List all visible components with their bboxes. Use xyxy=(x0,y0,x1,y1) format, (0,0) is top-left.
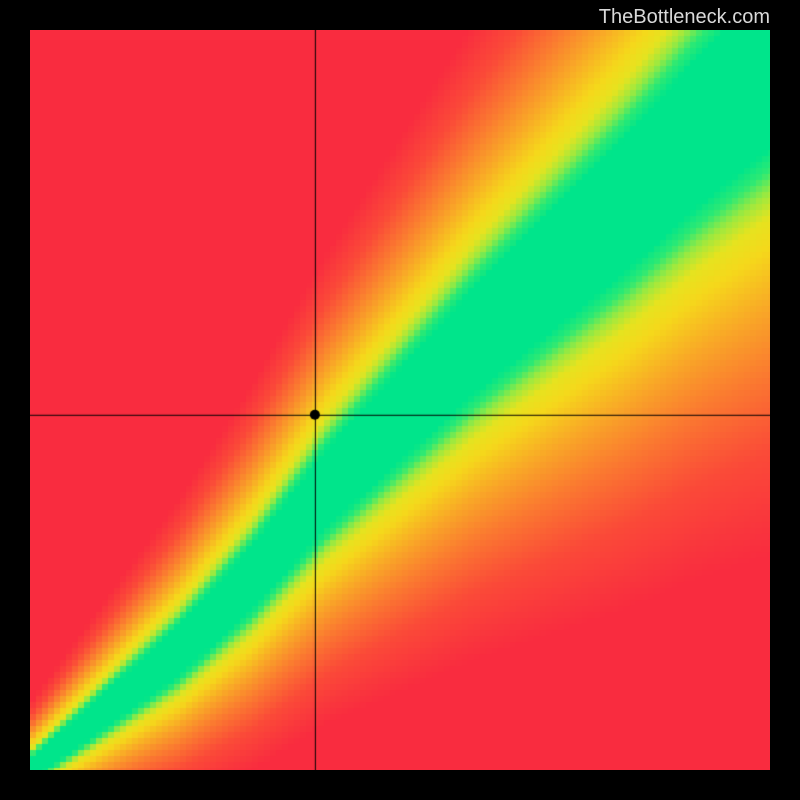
heatmap-plot xyxy=(30,30,770,770)
chart-container: TheBottleneck.com xyxy=(0,0,800,800)
watermark-text: TheBottleneck.com xyxy=(599,6,770,29)
heatmap-canvas xyxy=(30,30,770,770)
